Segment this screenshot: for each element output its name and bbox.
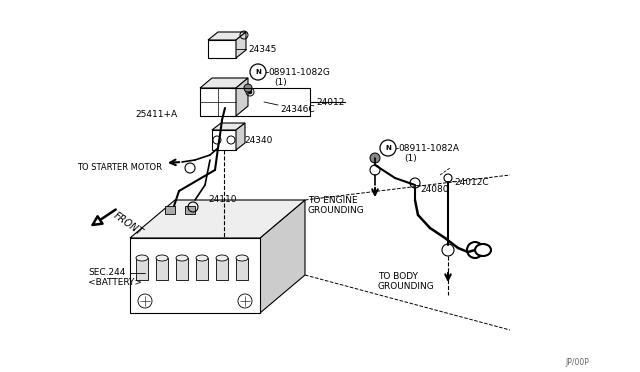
Ellipse shape xyxy=(216,255,228,261)
Bar xyxy=(200,88,236,116)
Bar xyxy=(185,206,195,214)
Ellipse shape xyxy=(136,255,148,261)
Polygon shape xyxy=(236,78,248,116)
Bar xyxy=(165,206,175,214)
Text: JP/00P: JP/00P xyxy=(565,358,589,367)
Text: TO BODY: TO BODY xyxy=(378,272,418,281)
Text: 24340: 24340 xyxy=(244,136,273,145)
Text: 24345: 24345 xyxy=(248,45,276,54)
Circle shape xyxy=(370,153,380,163)
Ellipse shape xyxy=(156,255,168,261)
Text: <BATTERY>: <BATTERY> xyxy=(88,278,142,287)
Bar xyxy=(196,258,208,280)
Bar xyxy=(216,258,228,280)
Bar xyxy=(176,258,188,280)
Text: TO ENGINE: TO ENGINE xyxy=(308,196,358,205)
Ellipse shape xyxy=(196,255,208,261)
Ellipse shape xyxy=(236,255,248,261)
Text: 25411+A: 25411+A xyxy=(135,110,177,119)
Text: 08911-1082G: 08911-1082G xyxy=(268,68,330,77)
Bar xyxy=(136,258,148,280)
Circle shape xyxy=(244,84,252,92)
Text: GROUNDING: GROUNDING xyxy=(308,206,365,215)
Circle shape xyxy=(248,90,252,94)
Circle shape xyxy=(250,64,266,80)
Text: 24110: 24110 xyxy=(208,195,237,204)
Polygon shape xyxy=(130,238,260,313)
Text: 24346C: 24346C xyxy=(280,105,315,114)
Text: 08911-1082A: 08911-1082A xyxy=(398,144,459,153)
Text: 24012: 24012 xyxy=(316,98,344,107)
Ellipse shape xyxy=(176,255,188,261)
Text: SEC.244: SEC.244 xyxy=(88,268,125,277)
Text: FRONT: FRONT xyxy=(112,210,145,237)
Polygon shape xyxy=(212,123,245,130)
Polygon shape xyxy=(130,200,305,238)
Bar xyxy=(212,130,236,150)
Circle shape xyxy=(410,178,420,188)
Polygon shape xyxy=(208,32,246,40)
Polygon shape xyxy=(236,32,246,58)
Bar xyxy=(208,40,236,58)
Text: GROUNDING: GROUNDING xyxy=(378,282,435,291)
Text: 24012C: 24012C xyxy=(454,178,488,187)
Bar xyxy=(156,258,168,280)
Ellipse shape xyxy=(475,244,491,256)
Polygon shape xyxy=(200,78,248,88)
Text: (1): (1) xyxy=(274,78,287,87)
Circle shape xyxy=(444,174,452,182)
Polygon shape xyxy=(236,123,245,150)
Bar xyxy=(236,258,248,280)
Text: TO STARTER MOTOR: TO STARTER MOTOR xyxy=(77,163,162,172)
Circle shape xyxy=(380,140,396,156)
Text: 24080: 24080 xyxy=(420,185,449,194)
Text: N: N xyxy=(255,69,261,75)
Polygon shape xyxy=(260,200,305,313)
Text: (1): (1) xyxy=(404,154,417,163)
Text: N: N xyxy=(385,145,391,151)
